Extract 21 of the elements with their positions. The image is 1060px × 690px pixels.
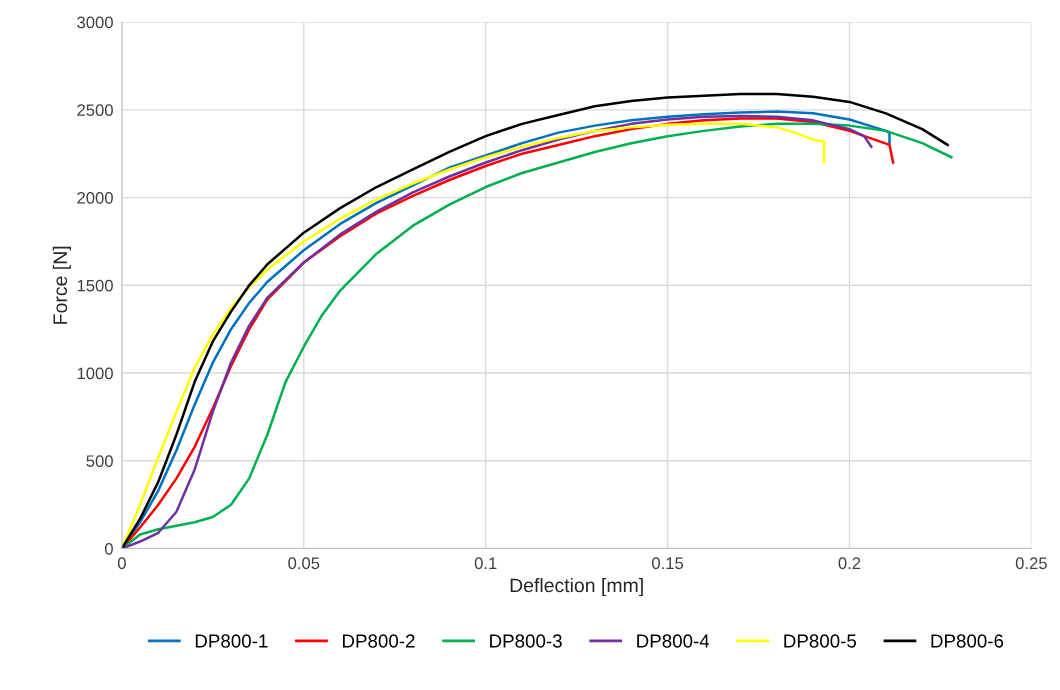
y-tick-label: 1000 xyxy=(77,367,113,380)
legend-label: DP800-6 xyxy=(931,634,1004,648)
y-tick-label: 500 xyxy=(86,455,113,468)
x-tick-label: 0 xyxy=(117,557,126,570)
x-axis-title: Deflection [mm] xyxy=(510,577,643,597)
x-tick-label: 0.05 xyxy=(288,557,320,570)
x-tick-label: 0.2 xyxy=(838,557,861,570)
legend-label: DP800-4 xyxy=(637,634,710,648)
y-tick-label: 0 xyxy=(104,542,113,555)
y-axis-title: Force [N] xyxy=(52,246,71,324)
legend-label: DP800-5 xyxy=(784,634,857,648)
legend-label: DP800-1 xyxy=(195,634,268,648)
x-tick-label: 0.25 xyxy=(1015,557,1047,570)
x-tick-label: 0.1 xyxy=(474,557,497,570)
legend-label: DP800-3 xyxy=(490,634,562,648)
y-tick-label: 3000 xyxy=(77,16,113,29)
y-tick-label: 2000 xyxy=(77,191,113,204)
y-tick-label: 2500 xyxy=(77,104,113,117)
y-tick-label: 1500 xyxy=(77,279,113,292)
x-tick-label: 0.15 xyxy=(652,557,684,570)
legend-label: DP800-2 xyxy=(342,634,415,648)
